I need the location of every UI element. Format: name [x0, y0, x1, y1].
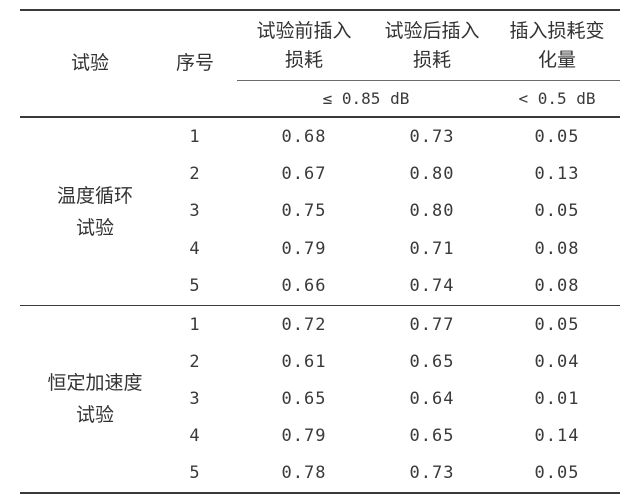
cell-after: 0.64 — [409, 388, 455, 409]
header-change-line1: 插入损耗变 — [509, 20, 605, 42]
group-label-temperature-cycle: 温度循环 试验 — [20, 118, 170, 305]
group-label-line1: 温度循环 — [56, 184, 133, 207]
cell-before: 0.67 — [281, 164, 327, 185]
cell-after: 0.71 — [409, 238, 455, 259]
cell-seq: 1 — [189, 314, 201, 335]
cell-seq: 5 — [189, 276, 201, 297]
cell-before: 0.79 — [281, 238, 327, 259]
cell-change: 0.05 — [534, 463, 580, 484]
cell-change: 0.13 — [534, 164, 580, 185]
cell-after: 0.74 — [409, 276, 455, 297]
group-divider-rule — [20, 305, 620, 306]
group-label-constant-acceleration: 恒定加速度 试验 — [20, 306, 170, 492]
cell-change: 0.05 — [534, 201, 580, 222]
cell-after: 0.77 — [409, 314, 455, 335]
cell-after: 0.73 — [409, 463, 455, 484]
header-before: 试验前插入 损耗 — [238, 12, 370, 80]
spec-change: < 0.5 dB — [518, 89, 596, 108]
spec-divider-line — [237, 80, 620, 81]
cell-seq: 4 — [189, 238, 201, 259]
cell-seq: 5 — [189, 463, 201, 484]
cell-after: 0.80 — [409, 164, 455, 185]
cell-before: 0.65 — [281, 388, 327, 409]
top-rule — [20, 9, 620, 11]
cell-seq: 1 — [189, 126, 201, 147]
cell-change: 0.01 — [534, 388, 580, 409]
group-label-line2: 试验 — [75, 404, 114, 426]
header-change-line2: 化量 — [537, 49, 576, 71]
cell-before: 0.68 — [281, 126, 327, 147]
cell-before: 0.72 — [281, 314, 327, 335]
cell-before: 0.61 — [281, 351, 327, 372]
header-after: 试验后插入 损耗 — [370, 12, 494, 80]
cell-change: 0.04 — [534, 351, 580, 372]
cell-after: 0.65 — [409, 426, 455, 447]
cell-change: 0.08 — [534, 238, 580, 259]
header-bottom-rule — [20, 116, 620, 118]
cell-seq: 2 — [189, 351, 201, 372]
cell-before: 0.66 — [281, 276, 327, 297]
group-label-line1: 恒定加速度 — [47, 372, 143, 394]
cell-seq: 3 — [189, 388, 201, 409]
header-change: 插入损耗变 化量 — [494, 12, 620, 80]
cell-before: 0.75 — [281, 201, 327, 222]
header-after-line2: 损耗 — [412, 49, 451, 71]
group-label-line2: 试验 — [75, 216, 114, 239]
spec-loss: ≤ 0.85 dB — [322, 89, 410, 108]
header-before-line2: 损耗 — [284, 49, 323, 71]
cell-seq: 3 — [189, 201, 201, 222]
cell-change: 0.08 — [534, 276, 580, 297]
cell-seq: 4 — [189, 426, 201, 447]
cell-seq: 2 — [189, 164, 201, 185]
cell-after: 0.73 — [409, 126, 455, 147]
cell-after: 0.65 — [409, 351, 455, 372]
header-after-line1: 试验后插入 — [384, 20, 480, 42]
cell-before: 0.78 — [281, 463, 327, 484]
cell-change: 0.05 — [534, 126, 580, 147]
bottom-rule — [20, 492, 620, 494]
cell-change: 0.14 — [534, 426, 580, 447]
cell-change: 0.05 — [534, 314, 580, 335]
cell-before: 0.79 — [281, 426, 327, 447]
header-before-line1: 试验前插入 — [256, 20, 352, 42]
header-seq: 序号 — [175, 52, 214, 74]
header-test: 试验 — [70, 52, 109, 74]
cell-after: 0.80 — [409, 201, 455, 222]
